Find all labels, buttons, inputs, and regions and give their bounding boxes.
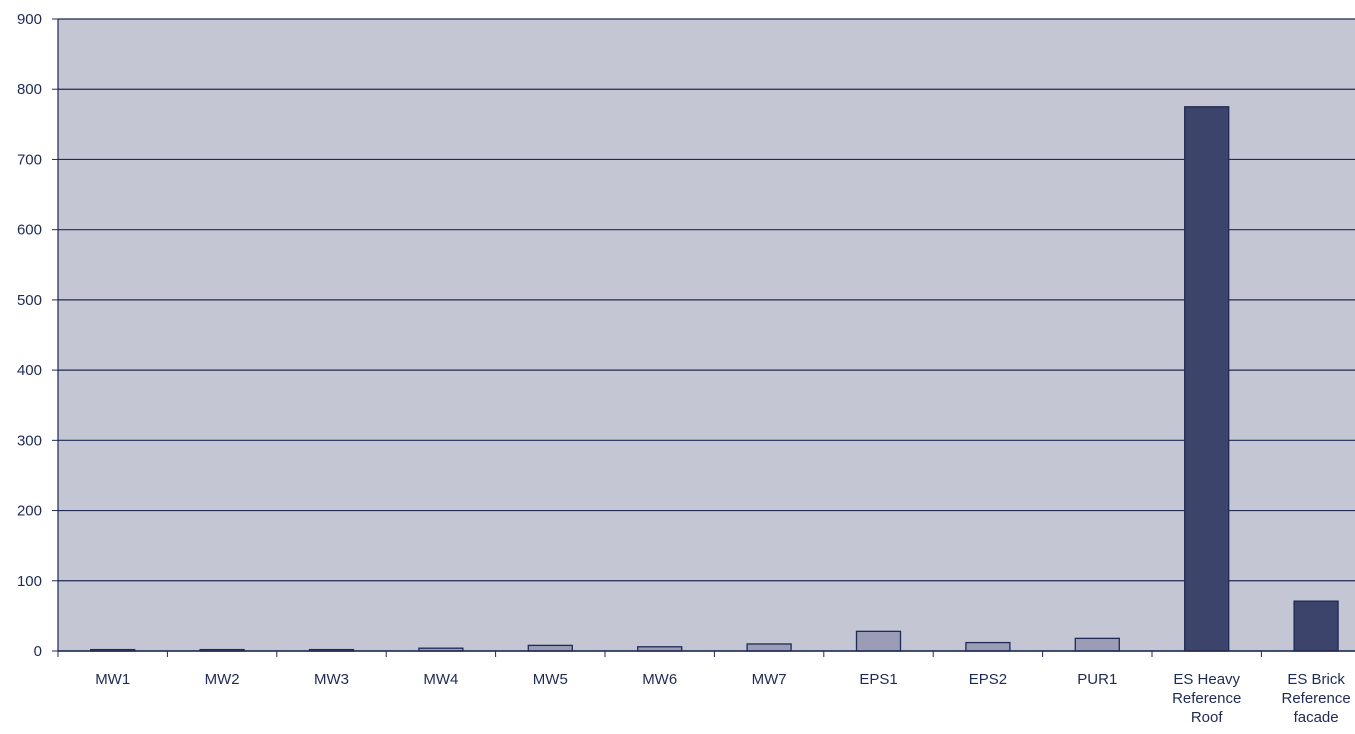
gridlines (52, 18, 1355, 652)
x-tick-label: ES Brick Reference facade (1281, 671, 1350, 726)
bar (527, 644, 573, 652)
y-tick-label: 400 (17, 362, 42, 379)
y-tick-label: 100 (17, 573, 42, 590)
x-tick-label: PUR1 (1077, 671, 1117, 688)
x-tick-label: ES Heavy Reference Roof (1172, 671, 1241, 726)
y-tick-label: 500 (17, 292, 42, 309)
y-tick-label: 700 (17, 151, 42, 168)
x-tick-label: MW3 (314, 671, 349, 688)
x-tick-label: MW5 (533, 671, 568, 688)
bar (1184, 106, 1230, 652)
y-tick-label: 600 (17, 222, 42, 239)
bar (965, 641, 1011, 652)
y-tick-label: 800 (17, 81, 42, 98)
x-axis (57, 650, 1355, 657)
x-tick-label: MW2 (205, 671, 240, 688)
y-axis-tick-labels: 0 100 200 300 400 500 600 700 800 900 (17, 11, 42, 660)
x-tick-label: MW6 (642, 671, 677, 688)
bar (746, 643, 792, 652)
bar (1074, 637, 1120, 652)
y-tick-label: 900 (17, 11, 42, 28)
x-tick-label: EPS1 (859, 671, 897, 688)
y-tick-label: 300 (17, 432, 42, 449)
plot-area (58, 19, 1355, 651)
x-tick-label: EPS2 (969, 671, 1007, 688)
x-tick-label: MW7 (752, 671, 787, 688)
x-tick-label: MW1 (95, 671, 130, 688)
y-tick-label: 0 (34, 643, 42, 660)
x-tick-label: MW4 (423, 671, 458, 688)
y-tick-label: 200 (17, 503, 42, 520)
bar (1293, 600, 1339, 652)
bar (855, 630, 902, 652)
x-axis-tick-labels: MW1 MW2 MW3 MW4 MW5 MW6 MW7 EPS1 EPS2 PUR1 ES Heav… (95, 671, 1351, 726)
